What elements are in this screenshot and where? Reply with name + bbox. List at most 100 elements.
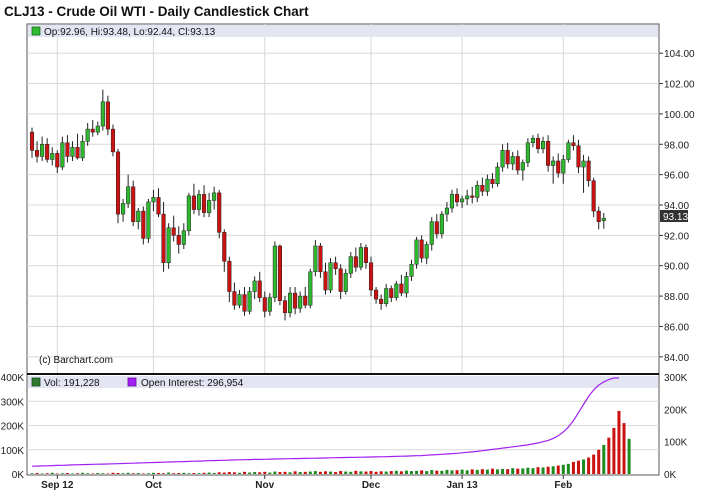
volume-bar [217,472,221,474]
volume-y-axis: 0K 100K 200K 300K 400K 0K 100K 200K 300K [1,373,688,481]
volume-bar [506,469,510,474]
candle [541,136,546,154]
candle-body [530,137,535,144]
candle-body [591,180,596,212]
candle [65,135,70,163]
x-tick-label: Jan 13 [447,480,479,491]
volume-bar [202,472,206,474]
volume-bar [597,449,601,474]
candle [141,206,146,245]
candle [227,256,232,303]
candle [237,290,242,309]
open-interest-tick-label: 200K [664,405,688,416]
volume-bar [60,473,64,474]
volume-bar [182,472,186,474]
candle-body [136,210,141,222]
volume-bar [237,472,241,474]
candle [55,150,60,174]
candle-body [419,239,424,259]
candle-body [115,151,121,215]
candle-body [186,195,191,232]
volume-bar [582,459,586,474]
candle-body [374,289,379,300]
candle-body [166,227,171,263]
candle [267,293,272,316]
volume-bar [232,472,236,474]
volume-bar [551,466,555,474]
candle [576,139,581,174]
candle [348,252,353,278]
candle [136,208,141,230]
volume-bar [146,473,150,474]
volume-bar [587,457,591,474]
volume-bar [177,473,181,474]
volume-bar [415,470,419,474]
candle [70,141,75,161]
candle [414,236,419,269]
candle [288,286,293,318]
x-tick-label: Dec [362,480,381,491]
candle-body [475,185,480,198]
candle-body [460,198,465,203]
candle-body [525,142,530,163]
x-tick-label: Oct [145,480,162,491]
candle [525,138,530,168]
candle [485,174,490,196]
candle-body [156,197,161,215]
volume-bar [207,472,211,474]
candle-body [207,200,212,213]
candle [242,286,247,316]
candle-body [90,128,95,133]
candle [277,244,282,306]
copyright-text: (c) Barchart.com [39,355,113,366]
volume-legend-text: Vol: 191,228 [44,378,100,389]
volume-bar [70,473,74,475]
volume-gridlines [27,400,659,451]
volume-bar [278,472,282,474]
candle [530,135,535,148]
volume-bar [263,471,267,474]
volume-bar [420,470,424,474]
candle [470,186,475,204]
candle-body [586,160,591,181]
candle [161,201,166,272]
candle-body [399,283,404,294]
candle [60,136,65,171]
candle-body [318,245,323,273]
volume-bar [303,471,307,474]
volume-bar [556,465,560,474]
price-legend-bar [28,25,658,37]
candle-body [434,221,439,235]
candle-body [551,160,556,166]
volume-bar [480,469,484,474]
volume-bar [526,467,530,474]
candle-body [288,292,293,314]
candle [80,135,85,161]
price-tick-label: 86.00 [664,322,689,333]
chart-title: CLJ13 - Crude Oil WTI - Daily Candlestic… [4,4,309,19]
candle [313,239,318,277]
volume-bar [339,471,343,474]
candle [100,89,105,131]
volume-bar [30,473,34,474]
volume-bar [162,473,166,474]
volume-tick-label: 0K [12,470,25,481]
volume-bar [65,473,69,474]
volume-panel-divider [27,373,659,375]
candle-body [465,195,470,200]
candle-body [449,194,455,209]
candle-body [293,292,298,309]
candle-body [348,256,353,274]
candle [429,217,434,251]
candle-body [100,101,105,127]
volume-bar [470,469,474,474]
candle-body [546,140,551,166]
candle [90,119,95,137]
volume-bar [86,473,90,474]
candle-body [262,297,267,312]
volume-bar [222,472,226,474]
candle [586,156,591,187]
price-tick-label: 94.00 [664,201,689,212]
volume-bar [354,470,358,474]
candle [121,198,126,222]
